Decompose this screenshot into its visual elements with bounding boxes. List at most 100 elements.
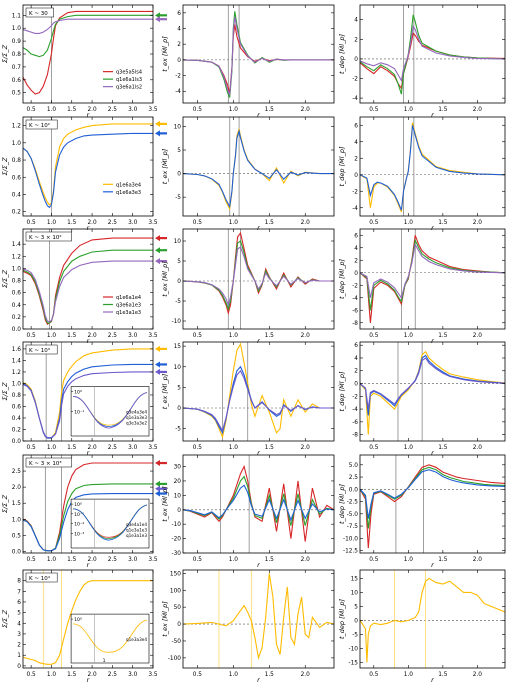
series-line xyxy=(360,122,505,213)
y-tick-label: 6 xyxy=(354,233,358,239)
y-tick-label: 0 xyxy=(17,664,21,670)
x-tick-label: 0.5 xyxy=(27,333,37,339)
x-tick-label: 0.5 xyxy=(27,445,37,451)
y-tick-label: 10 xyxy=(174,365,182,371)
series-line xyxy=(360,469,505,519)
y-tick-label: 5 xyxy=(177,259,181,265)
x-tick-label: 2.0 xyxy=(301,333,311,339)
annotation-box: K ~ 10² xyxy=(25,119,58,130)
y-tick-label: 0 xyxy=(177,58,181,64)
panel-r3c2: 0.5 1.0 1.5 2.0 -8 -6 -4 -2 0 2 4 6 t_dep [Ṁl_p]r xyxy=(337,341,506,457)
panel-r4c2: 0.5 1.0 1.5 2.0 -12.5 -10.0 -7.5 -5.0 -2.5 0.0 2.5… xyxy=(337,454,506,569)
x-tick-label: 1.5 xyxy=(438,445,448,451)
x-tick-label: 1.0 xyxy=(47,220,57,226)
level-arrow xyxy=(155,258,167,265)
y-tick-label: 1.2 xyxy=(12,124,22,130)
x-tick-label: 0.5 xyxy=(27,672,37,678)
panel-r4c0: 0.5 1.0 1.5 2.0 2.5 3.0 3.5 0.0 0.5 1.0 1.5 2.0 2.5 Σ… xyxy=(1,454,167,569)
x-tick-label: 3.0 xyxy=(128,220,138,226)
y-tick-label: 0 xyxy=(177,172,181,178)
y-tick-label: 0 xyxy=(177,279,181,285)
inset-y-tick-label: 10⁻³ xyxy=(74,531,84,537)
x-tick-label: 3.5 xyxy=(148,557,158,563)
y-tick-label: 15 xyxy=(351,576,359,582)
x-tick-label: 1.0 xyxy=(47,672,57,678)
x-axis-label: r xyxy=(431,449,435,457)
y-tick-label: 100 xyxy=(170,588,181,594)
x-tick-label: 1.5 xyxy=(67,333,77,339)
y-tick-label: 0.4 xyxy=(12,303,22,309)
panel-r5c0: 0.5 1.0 1.5 2.0 2.5 3.0 3.5 0 1 2 3 4 5 6 7 8 Σ/Σ_Zr K ~ … xyxy=(1,569,158,683)
x-axis-label: r xyxy=(431,111,435,119)
panel-r2c2: 0.5 1.0 1.5 2.0 -8 -6 -4 -2 0 2 4 6 t_dep [Ṁl_p]r xyxy=(337,228,506,345)
series-line xyxy=(183,475,334,526)
y-tick-label: 0.6 xyxy=(12,291,22,297)
plot-frame xyxy=(359,341,506,442)
series-line xyxy=(23,14,153,58)
series-line xyxy=(183,128,334,211)
y-axis-label: t_ex [Ṁl_p] xyxy=(160,373,169,409)
x-tick-label: 3.5 xyxy=(148,333,158,339)
inset-legend-label: q1e3a1e3 xyxy=(126,533,147,538)
series-line xyxy=(23,371,153,439)
x-tick-label: 0.5 xyxy=(369,220,379,226)
y-tick-label: 7 xyxy=(17,589,21,595)
y-tick-label: 4 xyxy=(354,356,358,362)
y-tick-label: 0 xyxy=(354,173,358,179)
inset-y-tick-label: 10⁻¹ xyxy=(74,409,84,415)
y-tick-label: 0.6 xyxy=(12,175,22,181)
x-tick-label: 2.0 xyxy=(87,220,97,226)
y-tick-label: 4 xyxy=(354,140,358,146)
y-tick-label: 150 xyxy=(170,571,181,577)
x-tick-label: 1.0 xyxy=(229,557,239,563)
series-line xyxy=(23,10,153,95)
x-tick-label: 2.5 xyxy=(108,445,118,451)
x-tick-label: 2.0 xyxy=(87,333,97,339)
x-tick-label: 0.5 xyxy=(193,220,203,226)
x-tick-label: 1.5 xyxy=(438,672,448,678)
y-tick-label: 0.0 xyxy=(12,439,22,445)
x-tick-label: 2.0 xyxy=(87,672,97,678)
x-axis-label: r xyxy=(87,676,91,683)
plot-frame xyxy=(182,569,335,669)
legend-label: q1e6a3e3 xyxy=(116,190,141,196)
y-tick-label: 0 xyxy=(354,271,358,277)
level-arrow xyxy=(155,12,167,19)
x-tick-label: 3.0 xyxy=(128,445,138,451)
series-line xyxy=(360,357,505,410)
y-tick-label: 5 xyxy=(17,611,21,617)
inset-legend-label: q3e3a3e2 xyxy=(126,421,147,426)
y-tick-label: 1.4 xyxy=(12,242,22,248)
x-axis-label: r xyxy=(431,337,435,345)
y-tick-label: 4 xyxy=(177,27,181,33)
y-tick-label: 0.7 xyxy=(12,65,22,71)
x-tick-label: 1.5 xyxy=(265,557,275,563)
y-tick-label: 6 xyxy=(17,600,21,606)
series-line xyxy=(183,128,334,209)
plot-frame xyxy=(22,116,154,217)
series-line xyxy=(23,493,153,552)
series-line xyxy=(360,125,505,211)
y-tick-label: 0 xyxy=(177,406,181,412)
series-line xyxy=(360,14,505,95)
y-tick-label: 0.4 xyxy=(12,192,22,198)
series-line xyxy=(183,16,334,96)
x-tick-label: 3.0 xyxy=(128,333,138,339)
x-tick-label: 2.5 xyxy=(108,107,118,113)
y-axis-label: t_dep [Ṁl_p] xyxy=(337,146,346,186)
annotation-label: K ~ 3 × 10² xyxy=(29,234,62,241)
y-tick-label: -20 xyxy=(172,537,182,543)
x-tick-label: 2.5 xyxy=(108,333,118,339)
x-tick-label: 1.0 xyxy=(404,672,414,678)
y-axis-label: Σ/Σ_Z xyxy=(1,44,9,63)
x-tick-label: 2.0 xyxy=(301,557,311,563)
y-tick-label: -2.5 xyxy=(347,500,359,506)
y-axis-label: Σ/Σ_Z xyxy=(1,269,9,288)
x-axis-label: r xyxy=(87,224,91,232)
annotation-box: K ~ 10³ xyxy=(25,344,58,355)
plot-frame xyxy=(182,341,335,442)
legend-label: q1e3a1e3 xyxy=(116,310,141,316)
x-tick-label: 0.5 xyxy=(369,445,379,451)
